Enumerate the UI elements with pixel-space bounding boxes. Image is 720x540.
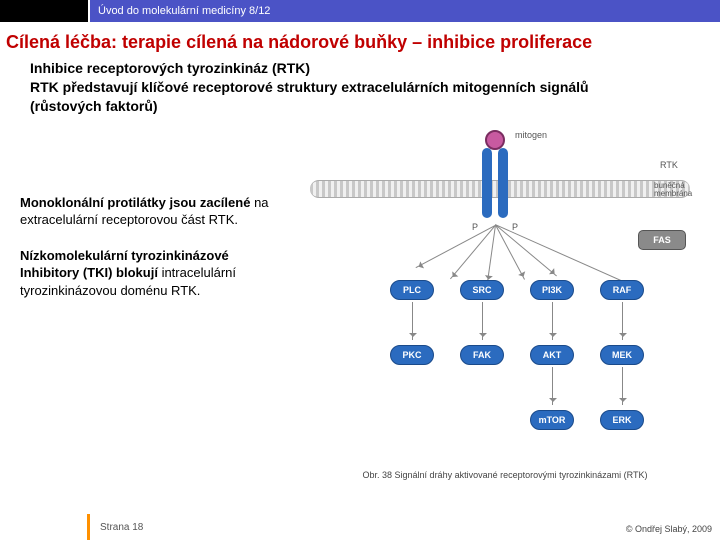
node-fak: FAK bbox=[460, 345, 504, 365]
topbar-accent bbox=[0, 0, 90, 22]
text: Nízkomolekulární tyrozinkinázové Inhibit… bbox=[20, 248, 236, 298]
intro-block: Inhibice receptorových tyrozinkináz (RTK… bbox=[0, 59, 720, 116]
mitogen-icon bbox=[485, 130, 505, 150]
node-pi3k: PI3K bbox=[530, 280, 574, 300]
arrow-icon bbox=[495, 225, 525, 280]
phosphate-label: P bbox=[512, 222, 518, 232]
page-number: Strana 18 bbox=[90, 522, 143, 533]
arrow-icon bbox=[552, 302, 553, 340]
phosphate-label: P bbox=[472, 222, 478, 232]
paragraph-mab: Monoklonální protilátky jsou zacílené na… bbox=[0, 194, 300, 229]
arrow-icon bbox=[495, 224, 557, 276]
footer: Strana 18 © Ondřej Slabý, 2009 bbox=[0, 514, 720, 540]
copyright: © Ondřej Slabý, 2009 bbox=[626, 524, 712, 534]
intro-line: (růstových faktorů) bbox=[30, 97, 690, 116]
arrow-icon bbox=[552, 367, 553, 405]
rtk-label: RTK bbox=[660, 160, 678, 170]
mitogen-label: mitogen bbox=[515, 130, 547, 140]
arrow-icon bbox=[622, 367, 623, 405]
receptor-right-icon bbox=[498, 148, 508, 218]
intro-line: RTK představují klíčové receptorové stru… bbox=[30, 78, 690, 97]
text: Monoklonální protilátky jsou zacílené na… bbox=[20, 195, 269, 228]
figure-caption: Obr. 38 Signální dráhy aktivované recept… bbox=[310, 470, 700, 480]
course-title: Úvod do molekulární medicíny 8/12 bbox=[90, 0, 720, 22]
arrow-icon bbox=[416, 225, 496, 268]
membrane-label: buněčná membrána bbox=[654, 182, 692, 198]
paragraph-tki: Nízkomolekulární tyrozinkinázové Inhibit… bbox=[0, 247, 300, 300]
node-raf: RAF bbox=[600, 280, 644, 300]
node-fas: FAS bbox=[638, 230, 686, 250]
topbar: Úvod do molekulární medicíny 8/12 bbox=[0, 0, 720, 22]
node-mtor: mTOR bbox=[530, 410, 574, 430]
footer-accent bbox=[0, 514, 90, 540]
node-akt: AKT bbox=[530, 345, 574, 365]
node-src: SRC bbox=[460, 280, 504, 300]
receptor-left-icon bbox=[482, 148, 492, 218]
arrow-icon bbox=[622, 302, 623, 340]
arrow-icon bbox=[482, 302, 483, 340]
node-plc: PLC bbox=[390, 280, 434, 300]
arrow-icon bbox=[412, 302, 413, 340]
node-erk: ERK bbox=[600, 410, 644, 430]
page-title: Cílená léčba: terapie cílená na nádorové… bbox=[0, 22, 720, 59]
intro-line: Inhibice receptorových tyrozinkináz (RTK… bbox=[30, 59, 690, 78]
node-pkc: PKC bbox=[390, 345, 434, 365]
node-mek: MEK bbox=[600, 345, 644, 365]
signaling-diagram: mitogen RTK buněčná membrána P P PLC SRC… bbox=[310, 130, 700, 480]
